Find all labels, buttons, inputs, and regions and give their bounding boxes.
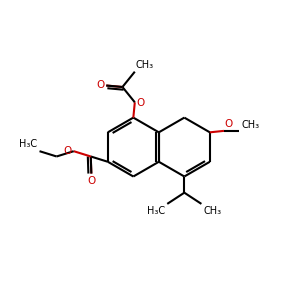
Text: O: O: [225, 119, 233, 129]
Text: CH₃: CH₃: [203, 206, 221, 216]
Text: O: O: [63, 146, 72, 156]
Text: H₃C: H₃C: [147, 206, 166, 216]
Text: O: O: [137, 98, 145, 108]
Text: H₃C: H₃C: [19, 140, 37, 149]
Text: O: O: [97, 80, 105, 90]
Text: CH₃: CH₃: [136, 60, 154, 70]
Text: CH₃: CH₃: [241, 120, 259, 130]
Text: O: O: [87, 176, 95, 186]
